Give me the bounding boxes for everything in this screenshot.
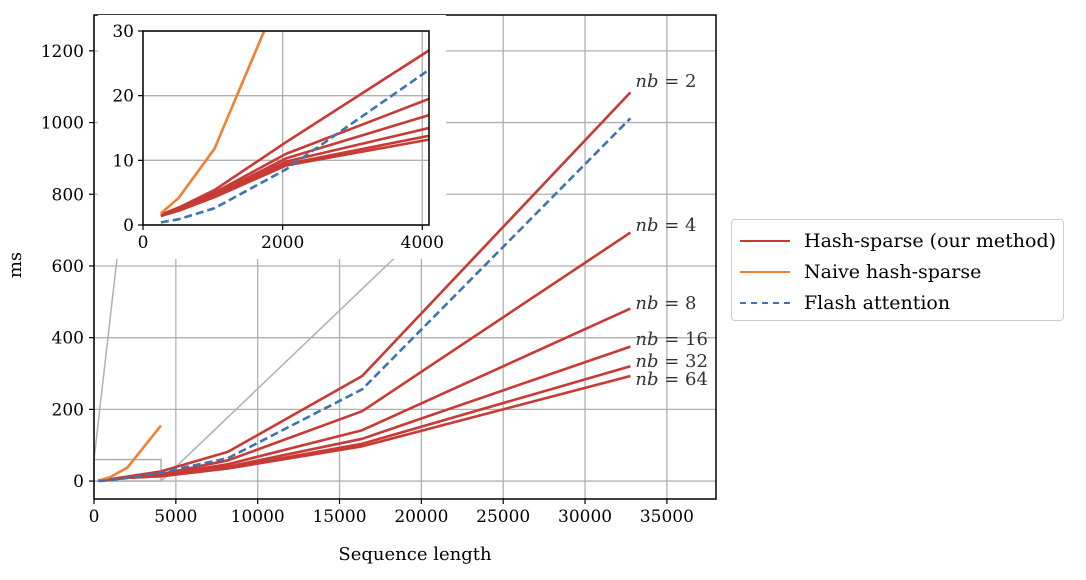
series-line-flash-attention: [98, 117, 632, 483]
annotation-value: = 2: [658, 71, 696, 92]
annotation-var: nb: [635, 71, 658, 92]
annotation-var: nb: [635, 351, 658, 372]
annotation-value: = 8: [658, 293, 696, 314]
legend-item-hash-sparse: Hash-sparse (our method): [732, 228, 1062, 254]
x-tick-label: 5000: [154, 507, 197, 527]
legend-label-naive: Naive hash-sparse: [804, 261, 982, 283]
x-tick-label: 10000: [231, 507, 285, 527]
inset-x-tick-label: 2000: [261, 233, 304, 253]
annotation-value: = 32: [658, 351, 707, 372]
series-annotation: nb = 64: [635, 369, 708, 390]
series-annotation: nb = 32: [635, 351, 708, 372]
x-tick-label: 25000: [476, 507, 530, 527]
series-annotation: nb = 8: [635, 293, 696, 314]
series-line-nb16: [98, 345, 631, 482]
series-line-nb32: [98, 365, 631, 482]
inset-axes: 0 2000 4000 0 10 20 30: [98, 15, 446, 259]
inset-series-line: [160, 31, 266, 215]
y-tick-label: 1200: [41, 42, 84, 62]
inset-series-line: [160, 138, 429, 218]
legend-swatch-flash: [740, 302, 790, 304]
annotation-value: = 64: [658, 369, 707, 390]
y-axis-label: ms: [5, 252, 26, 278]
y-tick-label: 400: [52, 329, 84, 349]
legend-swatch-naive: [740, 271, 790, 273]
y-tick-label: 800: [52, 185, 84, 205]
x-tick-label: 35000: [640, 507, 694, 527]
zoom-connector-line: [160, 224, 430, 482]
inset-series-group: [160, 31, 429, 224]
legend-swatch-hash-sparse: [740, 240, 790, 242]
annotation-value: = 16: [658, 329, 707, 350]
legend-item-naive: Naive hash-sparse: [732, 259, 1062, 285]
y-tick-label: 600: [52, 257, 84, 277]
x-tick-label: 0: [89, 507, 100, 527]
inset-x-tick-label: 0: [138, 233, 149, 253]
y-tick-label: 0: [73, 472, 84, 492]
annotation-value: = 4: [658, 215, 696, 236]
annotation-var: nb: [635, 369, 658, 390]
inset-y-tick-label: 30: [112, 22, 134, 42]
inset-x-tick-label: 4000: [401, 233, 444, 253]
annotation-var: nb: [635, 215, 658, 236]
x-tick-label: 20000: [394, 507, 448, 527]
inset-series-line: [160, 68, 429, 224]
inset-y-tick-label: 0: [123, 216, 134, 236]
y-tick-label: 200: [52, 400, 84, 420]
legend-label-hash-sparse: Hash-sparse (our method): [804, 230, 1057, 252]
series-annotation: nb = 4: [635, 215, 696, 236]
legend-label-flash: Flash attention: [804, 292, 951, 314]
inset-y-tick-label: 10: [112, 151, 134, 171]
series-annotation: nb = 2: [635, 71, 696, 92]
annotation-var: nb: [635, 329, 658, 350]
series-annotation: nb = 16: [635, 329, 708, 350]
series-line-nb8: [98, 307, 631, 482]
legend-item-flash: Flash attention: [732, 290, 1062, 316]
x-axis-label: Sequence length: [338, 544, 492, 565]
y-tick-label: 1000: [41, 114, 84, 134]
inset-frame: [142, 30, 430, 226]
legend: Hash-sparse (our method) Naive hash-spar…: [731, 219, 1064, 321]
annotation-var: nb: [635, 293, 658, 314]
x-tick-label: 30000: [558, 507, 612, 527]
inset-series-line: [160, 48, 429, 216]
x-tick-label: 15000: [312, 507, 366, 527]
inset-y-tick-label: 20: [112, 87, 134, 107]
